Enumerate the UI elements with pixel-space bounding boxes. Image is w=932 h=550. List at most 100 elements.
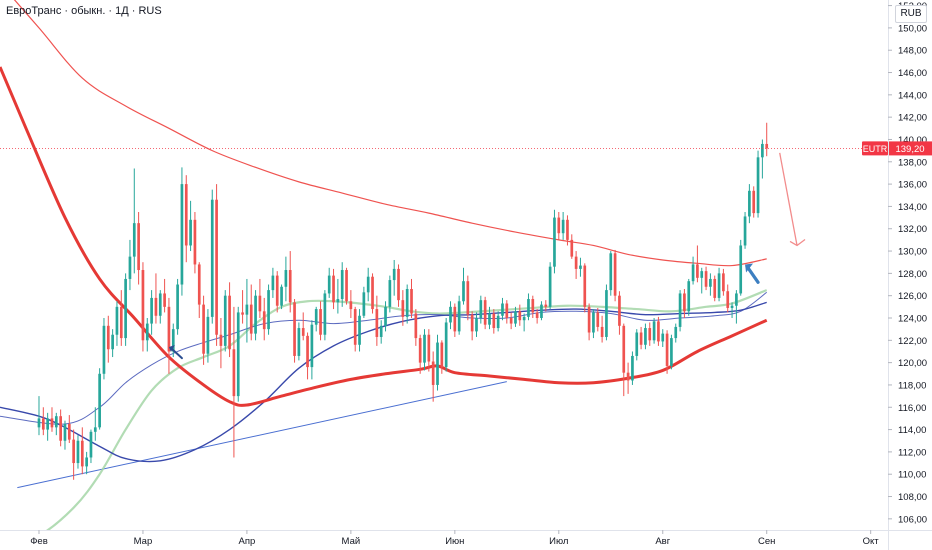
cross-arrow-line: [169, 347, 183, 360]
candle-body: [254, 295, 257, 334]
candle-body: [319, 309, 322, 335]
candle-body: [561, 219, 565, 234]
x-tick-label: Июл: [549, 536, 568, 547]
candle-body: [115, 306, 119, 335]
candle-body: [189, 219, 192, 246]
x-tick-label: Сен: [758, 536, 775, 547]
candle-body: [98, 373, 101, 428]
candle-body: [80, 440, 84, 467]
candle-body: [275, 275, 279, 306]
candle-body: [128, 256, 132, 279]
signal-arrow-line: [745, 264, 760, 284]
candle-body: [306, 335, 309, 368]
price-axis[interactable]: 106,00 108,00 110,00 112,00 114,00 116,00 118,…: [862, 1, 932, 525]
candle-body: [197, 264, 201, 305]
candle-body: [202, 304, 205, 354]
candle-body: [158, 293, 162, 316]
candle-body: [449, 306, 452, 323]
signal-arrow-head: [745, 263, 754, 273]
y-tick-label: 108,00: [898, 492, 927, 503]
candle-body: [150, 297, 153, 324]
candle-body: [726, 291, 730, 308]
candle-body: [557, 217, 561, 234]
candle-body: [280, 286, 283, 306]
candle-body: [735, 293, 738, 306]
candle-body: [132, 223, 136, 257]
candle-body: [418, 338, 422, 363]
candle-body: [141, 270, 145, 341]
candle-body: [371, 276, 374, 310]
candle-body: [531, 299, 535, 313]
candle-body: [76, 440, 80, 464]
candle-body: [743, 216, 747, 246]
candle-body: [583, 265, 587, 307]
candle-body: [444, 322, 448, 368]
candle-body: [414, 313, 418, 339]
candle-body: [310, 324, 314, 368]
x-tick-label: Апр: [239, 536, 256, 547]
candle-body: [522, 316, 526, 321]
candle-body: [553, 217, 556, 267]
cross-arrow-head: [168, 345, 175, 353]
candle-body: [288, 270, 292, 303]
forecast-arrow-line: [779, 152, 798, 246]
candle-body: [756, 157, 760, 214]
candle-body: [570, 239, 574, 257]
candle-body: [67, 424, 71, 440]
candle-body: [566, 219, 569, 240]
ticker-badge: [862, 141, 888, 156]
candle-body: [102, 325, 106, 374]
candle-body: [665, 333, 669, 366]
candle-body: [462, 281, 465, 302]
candle-body: [579, 265, 582, 269]
y-tick-label: 110,00: [898, 470, 926, 481]
candle-body: [722, 273, 725, 292]
candle-body: [717, 273, 721, 298]
candle-body: [423, 334, 426, 363]
candle-body: [739, 245, 743, 294]
candle-body: [46, 418, 49, 430]
currency-button[interactable]: RUB: [895, 5, 927, 23]
candle-body: [683, 293, 686, 312]
candle-body: [410, 288, 413, 314]
candle-body: [258, 295, 262, 312]
candle-body: [470, 314, 474, 332]
candle-body: [219, 334, 223, 346]
candle-body: [228, 295, 231, 350]
y-tick-label: 134,00: [898, 202, 927, 213]
candle-body: [678, 293, 682, 327]
candle-body: [518, 311, 522, 321]
candle-body: [475, 318, 478, 332]
candle-body: [358, 315, 361, 345]
candle-body: [631, 355, 634, 381]
candle-body: [730, 305, 734, 308]
candle-body: [210, 199, 214, 317]
candle-body: [501, 303, 504, 316]
candle-body: [765, 143, 769, 149]
candle-body: [124, 278, 127, 339]
candle-body: [488, 313, 491, 325]
time-axis[interactable]: Фев Мар Апр Май Июн Июл Авг Сен Окт: [30, 530, 879, 547]
candle-body: [548, 266, 552, 307]
candle-body: [59, 416, 62, 441]
candle-body: [93, 427, 97, 432]
candle-body: [527, 299, 530, 317]
candle-body: [397, 268, 400, 301]
symbol-title: ЕвроТранс · обыкн. · 1Д · RUS: [6, 5, 162, 17]
candle-body: [626, 372, 630, 381]
candle-body: [600, 326, 604, 337]
candle-body: [271, 275, 275, 291]
candle-body: [709, 278, 712, 287]
candle-body: [644, 328, 647, 345]
x-tick-label: Авг: [655, 536, 670, 547]
candle-body: [540, 304, 543, 318]
candle-body: [332, 275, 335, 303]
candle-body: [405, 288, 409, 317]
candle-body: [639, 332, 643, 345]
candle-body: [327, 275, 331, 294]
candle-body: [241, 312, 244, 315]
candle-body: [388, 280, 392, 307]
candle-body: [613, 253, 617, 296]
